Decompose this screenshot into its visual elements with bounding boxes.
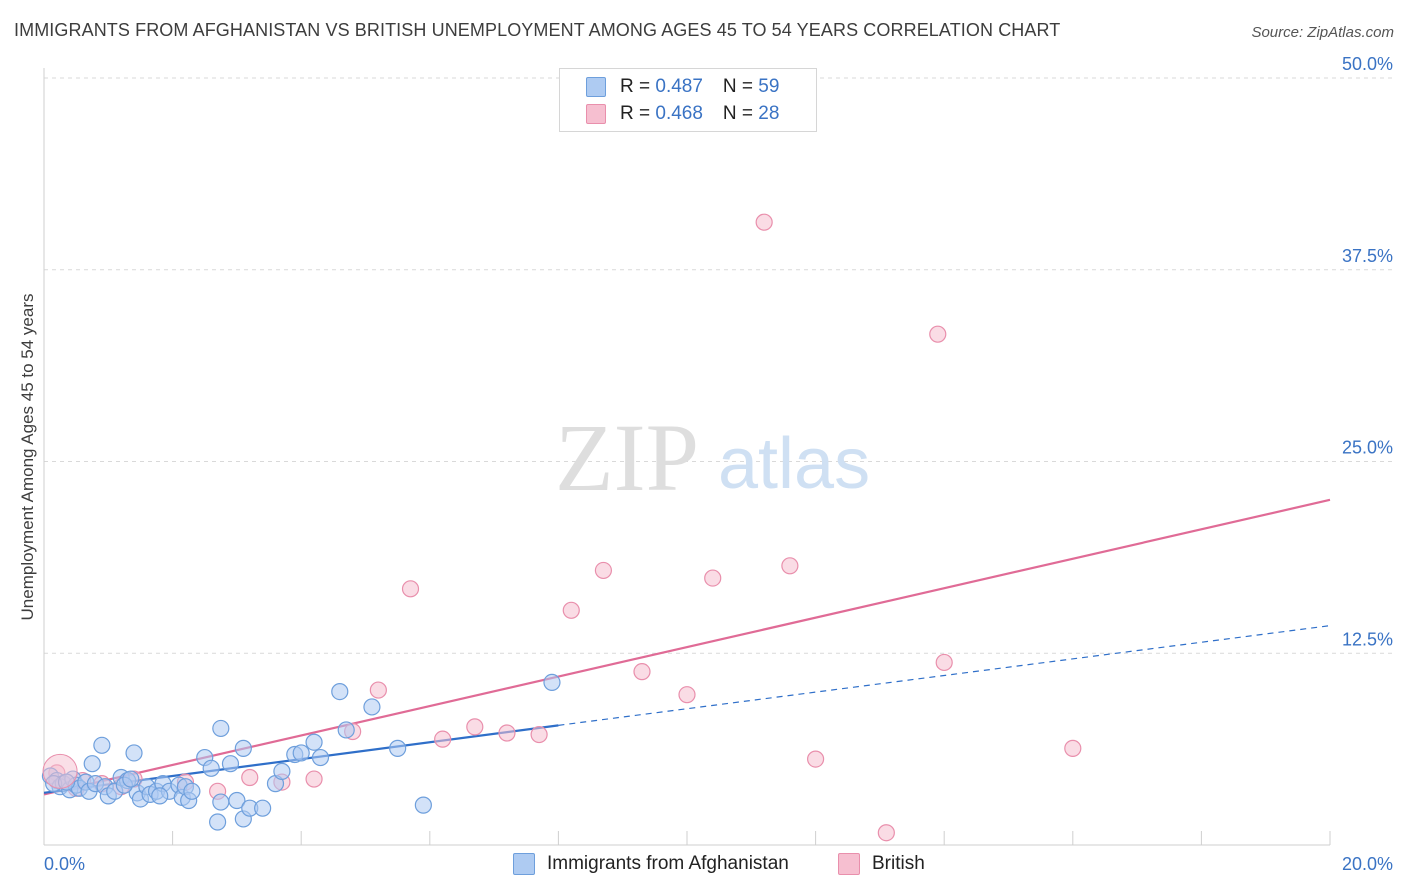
afghanistan-point: [363, 698, 381, 716]
afghanistan-point: [93, 736, 111, 754]
british-point: [241, 768, 259, 787]
grid-lines: [44, 77, 1392, 654]
british-cluster-point: [42, 753, 78, 789]
afghanistan-point: [209, 813, 227, 831]
afghanistan-point: [389, 739, 407, 757]
zipatlas-watermark: ZIP atlas: [555, 404, 870, 511]
british-point: [1064, 739, 1082, 757]
x-tick-label: 20.0%: [1342, 854, 1393, 874]
afghanistan-point: [183, 782, 201, 800]
british-point: [877, 824, 895, 842]
afghanistan-point: [212, 719, 230, 738]
chart-title: IMMIGRANTS FROM AFGHANISTAN VS BRITISH U…: [14, 20, 1061, 40]
watermark-zip: ZIP: [555, 404, 699, 511]
afghanistan-point: [305, 733, 323, 751]
british-point: [704, 569, 722, 587]
afghanistan-point: [202, 759, 220, 777]
british-point: [530, 725, 548, 744]
british-point: [678, 686, 696, 704]
british-point: [929, 325, 947, 343]
y-tick-label: 50.0%: [1342, 54, 1393, 74]
british-point: [633, 663, 651, 681]
series-label: British: [872, 853, 925, 874]
tick-labels: 12.5% 25.0% 37.5% 50.0% 0.0% 20.0%: [44, 54, 1393, 874]
legend-row-british: R = 0.468 N = 28: [586, 102, 779, 126]
legend-n-value: 28: [758, 103, 780, 124]
afghanistan-point: [125, 744, 143, 762]
series-legend-afghanistan: Immigrants from Afghanistan: [513, 852, 789, 876]
legend-row-afghanistan: R = 0.487 N = 59: [586, 75, 779, 99]
afghanistan-point: [122, 770, 140, 788]
series-label: Immigrants from Afghanistan: [547, 853, 789, 874]
source-credit: Source: ZipAtlas.com: [1251, 24, 1394, 41]
legend-n-label: N =: [722, 76, 759, 97]
afghanistan-point: [273, 762, 291, 780]
legend-r-label: R =: [620, 103, 656, 124]
british-point: [806, 750, 825, 768]
british-trend-line: [43, 498, 1331, 796]
legend-swatch-pink: [586, 104, 606, 124]
data-points: [41, 213, 1082, 842]
legend-n-value: 59: [758, 76, 780, 97]
y-axis-label: Unemployment Among Ages 45 to 54 years: [18, 293, 37, 621]
legend-r-value: 0.487: [655, 76, 703, 97]
y-tick-label: 25.0%: [1342, 438, 1393, 458]
afghanistan-point: [292, 744, 310, 762]
british-point: [935, 653, 953, 672]
afghanistan-point: [311, 748, 330, 767]
legend-swatch-blue: [586, 77, 606, 97]
british-point: [434, 730, 452, 748]
x-tick-label: 0.0%: [44, 854, 85, 874]
afghanistan-point: [543, 673, 561, 691]
british-point: [401, 580, 420, 598]
afghanistan-trend-extension: [558, 625, 1331, 726]
series-swatch-blue: [513, 853, 535, 875]
british-point: [498, 724, 516, 742]
british-point: [562, 601, 580, 619]
series-swatch-pink: [838, 853, 860, 875]
afghanistan-point: [151, 787, 169, 805]
afghanistan-point: [331, 682, 349, 701]
british-point: [305, 770, 323, 788]
axes: [43, 68, 1331, 846]
british-point: [466, 718, 484, 736]
afghanistan-point: [228, 791, 246, 810]
y-tick-label: 37.5%: [1342, 246, 1393, 266]
british-point: [369, 681, 387, 699]
correlation-legend: R = 0.487 N = 59 R = 0.468 N = 28: [559, 68, 817, 132]
afghanistan-point: [212, 793, 230, 811]
series-legend-british: British: [838, 852, 925, 876]
y-tick-label: 12.5%: [1342, 629, 1393, 649]
watermark-atlas: atlas: [718, 424, 870, 504]
afghanistan-point: [221, 755, 240, 773]
afghanistan-point: [337, 721, 355, 739]
british-point: [594, 561, 613, 580]
afghanistan-point: [234, 739, 252, 757]
afghanistan-point: [254, 799, 272, 817]
legend-r-label: R =: [620, 76, 656, 97]
british-point: [781, 557, 799, 575]
british-point: [755, 213, 773, 231]
legend-n-label: N =: [722, 103, 759, 124]
afghanistan-point: [414, 796, 432, 814]
afghanistan-point: [83, 755, 101, 773]
legend-r-value: 0.468: [655, 103, 703, 124]
